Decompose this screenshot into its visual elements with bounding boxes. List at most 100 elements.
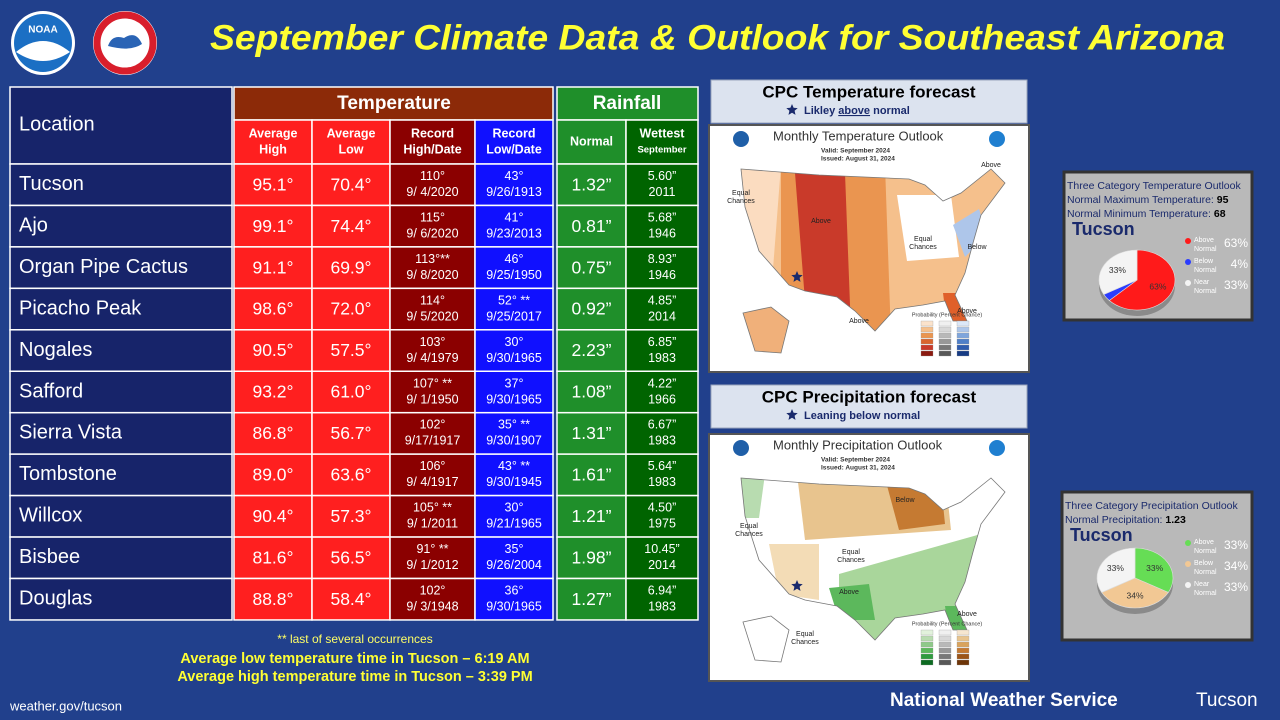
- legend-label: Above: [1194, 539, 1214, 546]
- data-cell: [474, 536, 554, 580]
- forecast-title: CPC Precipitation forecast: [762, 387, 977, 406]
- data-cell: [474, 204, 554, 248]
- forecast-header: [710, 79, 1028, 124]
- data-cell: [311, 536, 391, 580]
- location: Tucson: [19, 173, 84, 195]
- cell-text: 9/17/1917: [405, 434, 461, 448]
- pie-location: Tucson: [1070, 525, 1133, 545]
- location: Douglas: [19, 588, 92, 610]
- legend-value: 4%: [1231, 257, 1249, 271]
- rainfall-group-cell: [556, 86, 699, 121]
- cell-text: 9/30/1965: [486, 600, 542, 614]
- column-header: Average: [327, 126, 376, 140]
- group-header: Rainfall: [593, 93, 662, 114]
- star-icon: [786, 409, 798, 420]
- map-label: Above: [957, 308, 977, 315]
- data-cell: [556, 329, 627, 372]
- forecast-title: CPC Temperature forecast: [762, 82, 976, 101]
- cell-text: 115°: [420, 210, 445, 224]
- data-cell: [556, 453, 627, 497]
- cell-text: 0.92”: [572, 299, 612, 319]
- column-header: High: [259, 142, 287, 156]
- cell-text: 9/ 4/2020: [406, 185, 458, 199]
- cell-text: 74.4°: [330, 216, 371, 236]
- cell-text: 86.8°: [252, 423, 293, 443]
- cell-text: 1.27”: [572, 589, 612, 609]
- cell-text: 9/ 8/2020: [406, 268, 458, 282]
- legend-swatch: [920, 332, 934, 339]
- data-cell: [474, 411, 554, 455]
- location: Ajo: [19, 214, 48, 236]
- legend-swatch: [920, 320, 934, 327]
- legend-swatch: [938, 338, 952, 345]
- forecast-subtitle: Likley above normal: [804, 105, 910, 117]
- cell-text: 90.5°: [252, 340, 293, 360]
- cell-text: 72.0°: [330, 299, 371, 319]
- alaska: [742, 615, 790, 663]
- legend-label: Normal: [1194, 267, 1217, 274]
- data-cell: [556, 536, 627, 580]
- map-title: Monthly Temperature Outlook: [773, 128, 944, 143]
- note: Average low temperature time in Tucson –…: [180, 651, 529, 667]
- logo-cloud: [108, 35, 142, 49]
- column-header: Low: [339, 142, 364, 156]
- cell-text: 1975: [648, 517, 676, 531]
- data-cell: [625, 536, 699, 580]
- cell-text: 35° **: [498, 418, 530, 432]
- logo-ring: [93, 11, 157, 75]
- footer-office: Tucson: [1196, 690, 1258, 711]
- legend-swatch: [920, 641, 934, 648]
- pie-slice: [1096, 547, 1136, 593]
- cell-text: 57.3°: [330, 506, 371, 526]
- slice-label: 33%: [1146, 563, 1163, 573]
- cell-text: 1.61”: [572, 465, 612, 485]
- legend-swatch: [956, 344, 970, 351]
- legend-value: 63%: [1224, 236, 1248, 250]
- cell-text: 106°: [420, 459, 446, 473]
- star-icon: [786, 104, 798, 115]
- cell-text: 56.7°: [330, 423, 371, 443]
- map-label: Equal: [842, 549, 860, 556]
- cell-text: 1983: [648, 475, 676, 489]
- map-label: Equal: [914, 236, 932, 243]
- cell-text: 91.1°: [252, 257, 293, 277]
- location: Tombstone: [19, 463, 117, 485]
- map-title: Monthly Precipitation Outlook: [773, 437, 943, 452]
- cell-text: 4.22”: [648, 376, 677, 390]
- data-cell: [389, 577, 476, 621]
- legend-value: 33%: [1224, 278, 1248, 292]
- map-label: Chances: [735, 531, 763, 538]
- cell-text: 36°: [505, 584, 524, 598]
- legend-swatch: [938, 320, 952, 327]
- cell-text: 107° **: [413, 376, 452, 390]
- data-cell: [625, 246, 699, 290]
- location-cell: [9, 204, 233, 248]
- outlook-region: [953, 209, 987, 257]
- legend-swatch: [956, 320, 970, 327]
- location-cell: [9, 577, 233, 621]
- cell-text: 99.1°: [252, 216, 293, 236]
- forecast-header: [710, 384, 1028, 429]
- data-cell: [625, 370, 699, 414]
- map-logo: [733, 131, 749, 147]
- slice-label: 33%: [1109, 265, 1126, 275]
- pie-info: Normal Precipitation: 1.23: [1065, 514, 1186, 526]
- cell-text: 43° **: [498, 459, 530, 473]
- location-cell: [9, 246, 233, 290]
- cell-text: 9/ 4/1979: [406, 351, 458, 365]
- outlook-region: [741, 478, 765, 518]
- cell-text: 9/21/1965: [486, 517, 542, 531]
- cell-text: 6.67”: [648, 418, 677, 432]
- outlook-map: Monthly Temperature Outlook Valid: Septem…: [708, 124, 1030, 373]
- info-value: 1.23: [1165, 514, 1186, 526]
- outlook-map: Monthly Precipitation Outlook Valid: Sept…: [708, 433, 1030, 682]
- legend-swatch: [938, 653, 952, 660]
- cell-text: 9/ 1/1950: [406, 392, 458, 406]
- cell-text: 88.8°: [252, 589, 293, 609]
- map-label: Chances: [791, 639, 819, 646]
- cell-text: 6.94”: [648, 584, 677, 598]
- legend-label: Near: [1194, 581, 1210, 588]
- cell-text: 1966: [648, 392, 676, 406]
- map-label: Above: [957, 611, 977, 618]
- location-cell: [9, 370, 233, 414]
